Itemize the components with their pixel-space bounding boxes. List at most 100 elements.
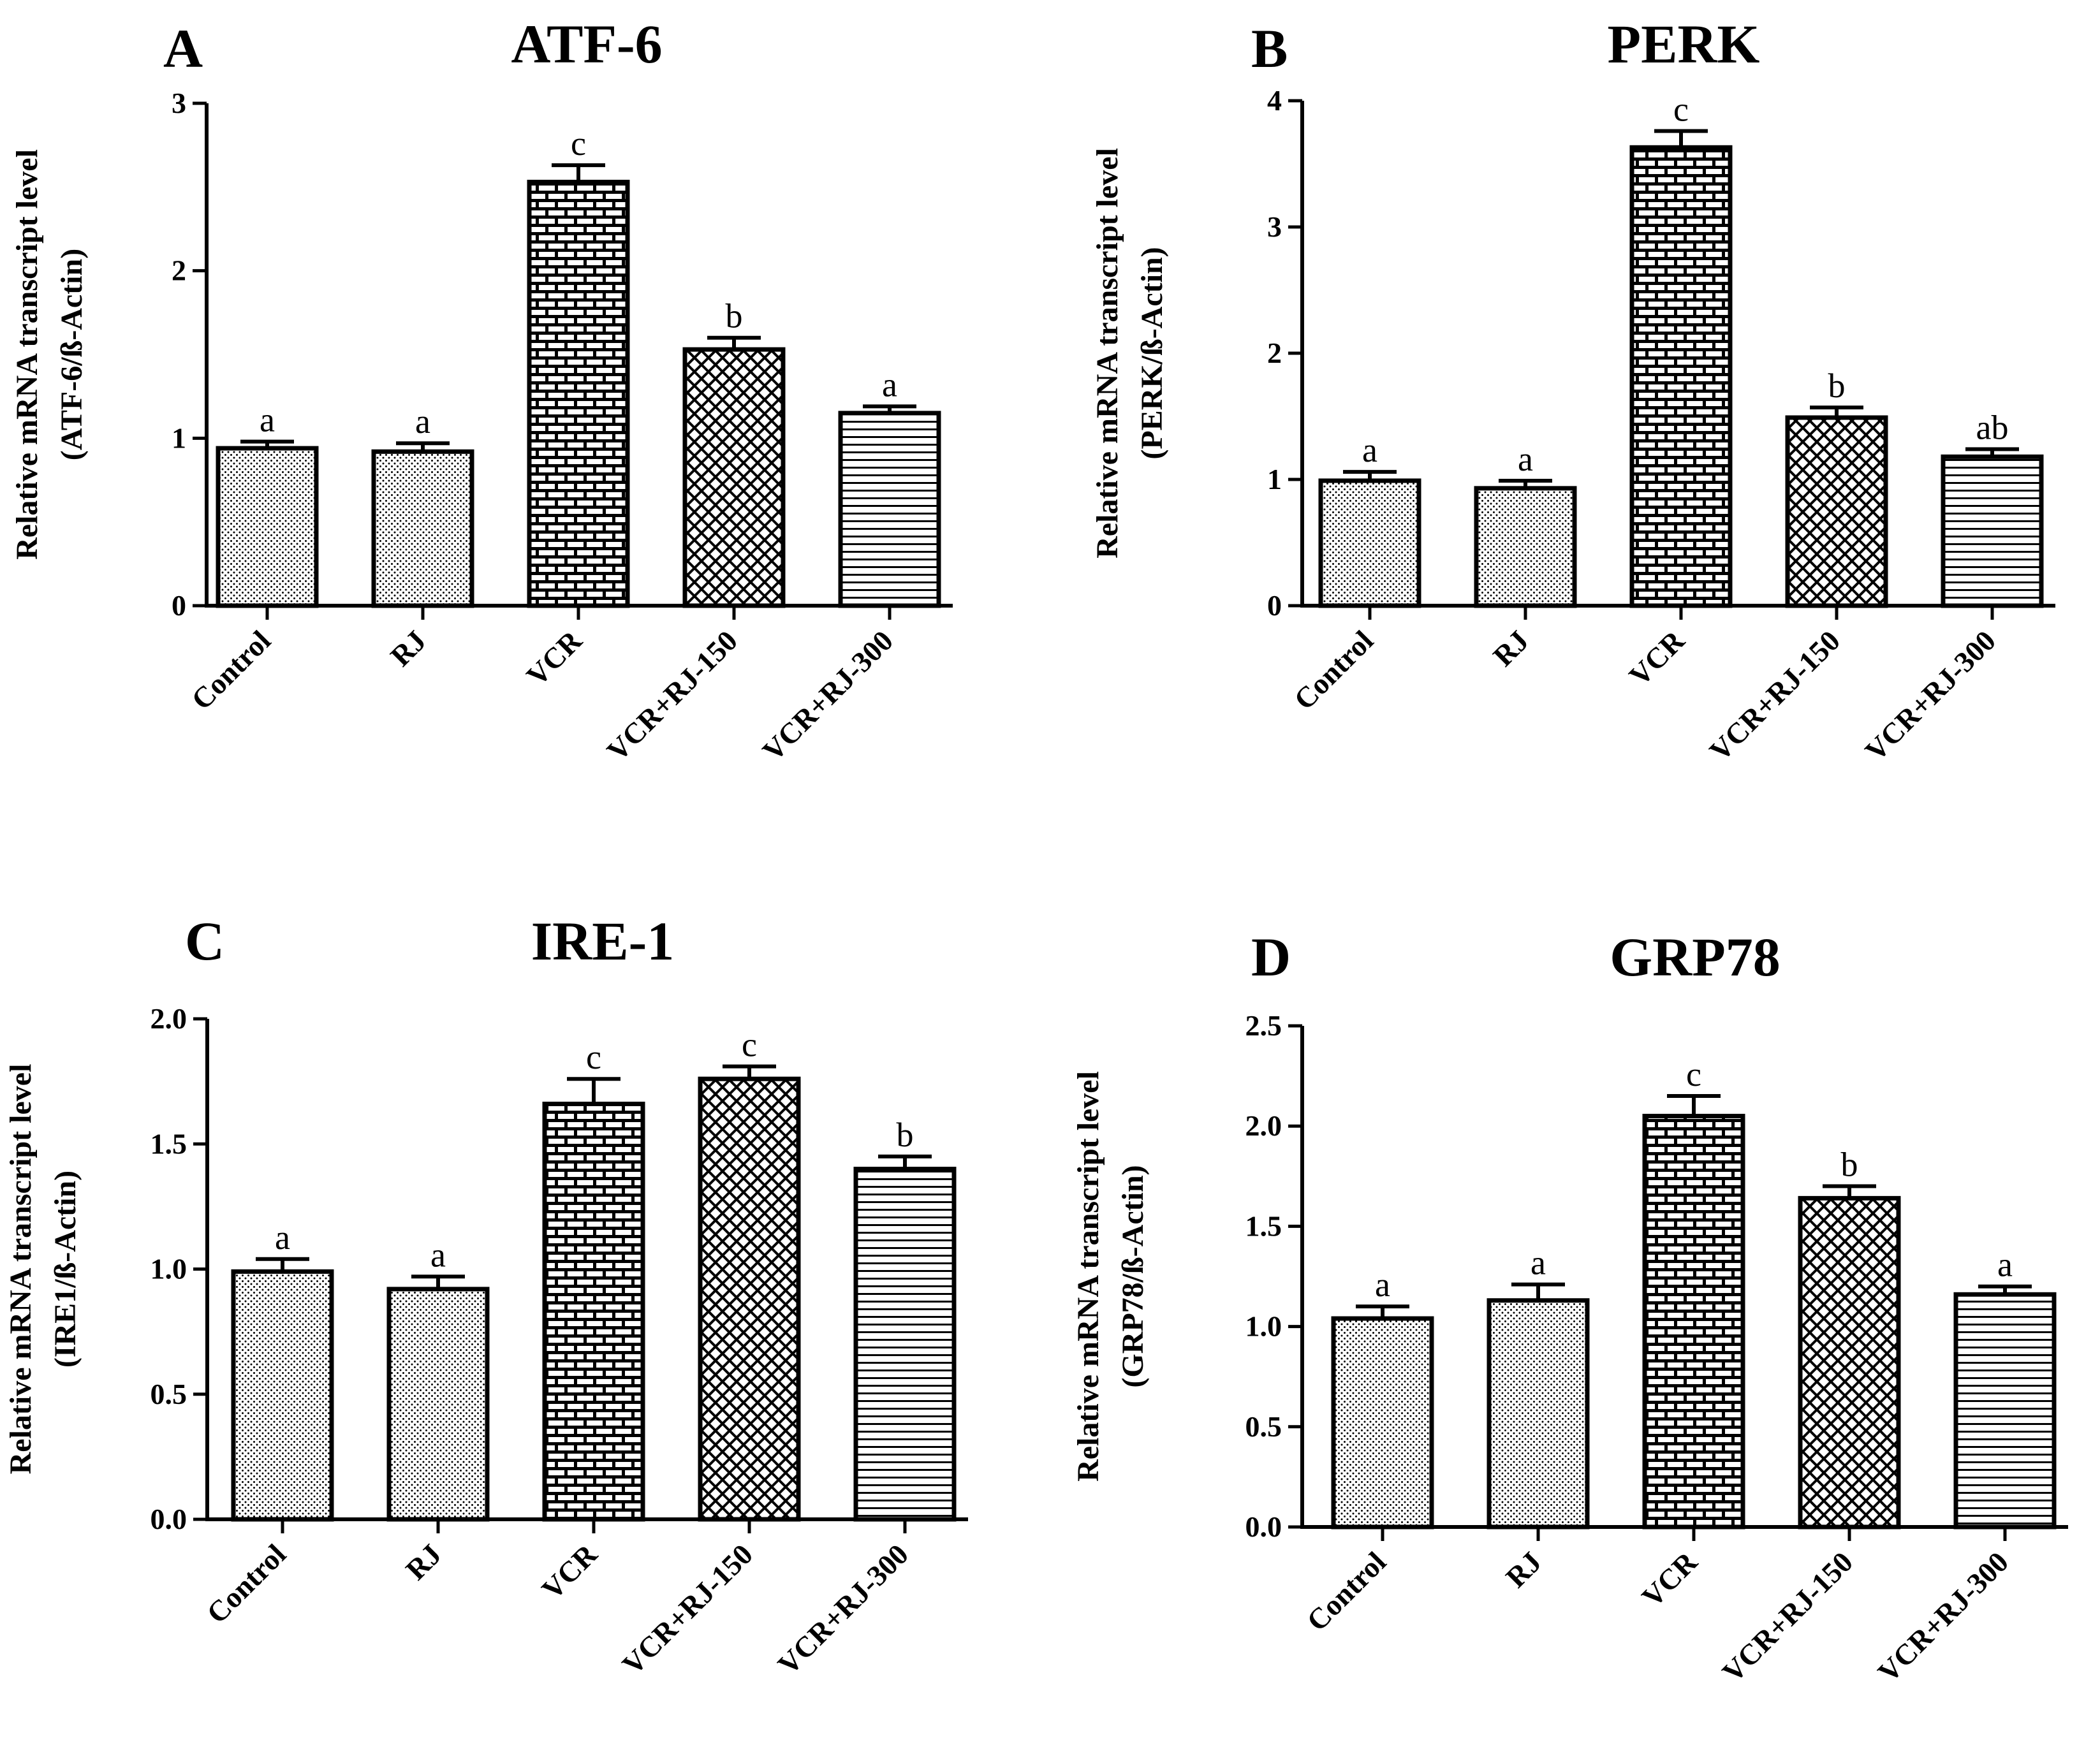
bar-vcr-rj-300	[853, 1167, 957, 1522]
bar-rj	[386, 1287, 490, 1522]
bar-vcr	[1629, 145, 1733, 608]
significance-label: c	[571, 124, 586, 163]
bar-vcr	[1642, 1113, 1745, 1530]
significance-label: b	[897, 1116, 914, 1154]
y-tick-label: 0.0	[1245, 1510, 1282, 1543]
x-tick-label: VCR+RJ-150	[601, 624, 744, 767]
chart-panel-d: D GRP78 Relative mRNA transcript level (GRP…	[1071, 926, 2068, 1688]
x-tick-label: RJ	[399, 1538, 448, 1586]
panel-letter: D	[1251, 926, 1291, 988]
panel-letter: A	[163, 18, 203, 79]
y-axis-label-line2: (IRE1/ß-Actin)	[48, 1171, 82, 1368]
x-tick-label: VCR+RJ-300	[756, 624, 899, 767]
bar-control	[1331, 1316, 1434, 1530]
y-tick-label: 0	[1267, 589, 1282, 622]
x-tick-label: VCR+RJ-300	[1872, 1545, 2015, 1688]
y-tick-label: 3	[172, 87, 186, 119]
x-tick-label: RJ	[384, 624, 432, 673]
bar-rj	[1474, 486, 1577, 608]
y-tick-label: 0.5	[1245, 1410, 1282, 1443]
y-tick-label: 1	[1267, 463, 1282, 495]
panel-title: ATF-6	[511, 13, 662, 75]
x-tick-label: Control	[1288, 624, 1379, 716]
x-tick-label: Control	[1300, 1545, 1392, 1637]
bar-vcr-rj-150	[1785, 415, 1888, 608]
significance-label: a	[260, 401, 275, 439]
significance-label: b	[1841, 1146, 1858, 1184]
y-tick-label: 0.0	[151, 1503, 187, 1535]
y-axis-label-line2: (ATF-6/ß-Actin)	[55, 249, 89, 460]
y-tick-label: 1.0	[1245, 1310, 1282, 1343]
significance-label: c	[1673, 91, 1689, 129]
bar-vcr-rj-150	[698, 1076, 801, 1522]
y-tick-label: 4	[1267, 84, 1282, 117]
bar-control	[1318, 478, 1421, 608]
y-tick-label: 2	[172, 254, 186, 287]
chart-panel-c: C IRE-1 Relative mRNA transcript level (IRE…	[4, 910, 968, 1681]
y-tick-label: 1.5	[1245, 1209, 1282, 1242]
chart-panel-b: B PERK Relative mRNA transcript level (PERK…	[1090, 13, 2055, 767]
x-tick-label: VCR+RJ-150	[1716, 1545, 1859, 1688]
y-tick-label: 2.5	[1245, 1009, 1282, 1042]
y-tick-label: 2.0	[151, 1002, 187, 1035]
x-tick-label: VCR+RJ-150	[616, 1538, 759, 1681]
panel-title: PERK	[1608, 13, 1760, 75]
x-tick-label: Control	[200, 1538, 292, 1630]
y-tick-label: 1	[172, 421, 186, 454]
y-tick-label: 3	[1267, 210, 1282, 243]
bar-vcr	[527, 179, 630, 608]
panel-letter: C	[185, 910, 224, 972]
bar-vcr-rj-150	[1798, 1195, 1901, 1530]
significance-label: c	[1686, 1055, 1701, 1093]
bar-control	[231, 1269, 334, 1522]
significance-label: a	[1997, 1246, 2013, 1284]
significance-label: a	[415, 402, 430, 441]
x-tick-label: VCR+RJ-300	[1859, 624, 2002, 767]
significance-label: a	[1362, 431, 1377, 469]
x-tick-label: VCR	[520, 624, 589, 692]
x-tick-label: RJ	[1499, 1545, 1548, 1594]
bar-rj	[371, 449, 474, 608]
bar-vcr-rj-300	[1953, 1292, 2057, 1530]
x-tick-label: RJ	[1487, 624, 1535, 673]
y-axis-label-line1: Relative mRNA transcript level	[10, 149, 44, 560]
y-axis-label-line2: (GRP78/ß-Actin)	[1116, 1165, 1150, 1387]
significance-label: c	[586, 1038, 601, 1076]
x-tick-label: VCR	[1636, 1545, 1704, 1613]
bar-vcr-rj-150	[682, 347, 786, 608]
x-tick-label: VCR	[536, 1537, 604, 1605]
bar-rj	[1487, 1298, 1590, 1530]
significance-label: b	[726, 297, 743, 335]
y-tick-label: 0.5	[151, 1378, 187, 1410]
x-tick-label: VCR+RJ-150	[1703, 624, 1846, 767]
bar-vcr-rj-300	[838, 411, 941, 608]
y-axis-label-line2: (PERK/ß-Actin)	[1135, 247, 1169, 459]
panel-title: GRP78	[1610, 926, 1781, 988]
x-tick-label: VCR+RJ-300	[772, 1538, 914, 1681]
x-tick-label: Control	[185, 624, 277, 716]
y-tick-label: 2.0	[1245, 1109, 1282, 1142]
significance-label: b	[1828, 367, 1846, 405]
significance-label: a	[1518, 440, 1533, 478]
significance-label: a	[1531, 1244, 1546, 1282]
significance-label: a	[275, 1218, 290, 1257]
bar-vcr-rj-300	[1941, 454, 2044, 608]
y-axis-label-line1: Relative mRNA transcript level	[4, 1064, 38, 1475]
significance-label: a	[1375, 1266, 1390, 1304]
x-tick-label: VCR	[1623, 624, 1691, 692]
y-tick-label: 0	[172, 589, 186, 622]
y-tick-label: 1.0	[151, 1253, 187, 1285]
significance-label: c	[742, 1026, 757, 1064]
bar-vcr	[542, 1101, 645, 1522]
y-axis-label-line1: Relative mRNA transcript level	[1090, 148, 1124, 559]
panel-title: IRE-1	[531, 910, 675, 972]
bar-control	[216, 446, 319, 608]
y-tick-label: 2	[1267, 337, 1282, 369]
significance-label: a	[430, 1236, 446, 1274]
significance-label: a	[882, 365, 897, 404]
y-tick-label: 1.5	[151, 1127, 187, 1160]
y-axis-label-line1: Relative mRNA transcript level	[1071, 1071, 1105, 1482]
chart-panel-a: A ATF-6 Relative mRNA transcript level (ATF…	[10, 13, 953, 767]
panel-letter: B	[1251, 18, 1288, 79]
